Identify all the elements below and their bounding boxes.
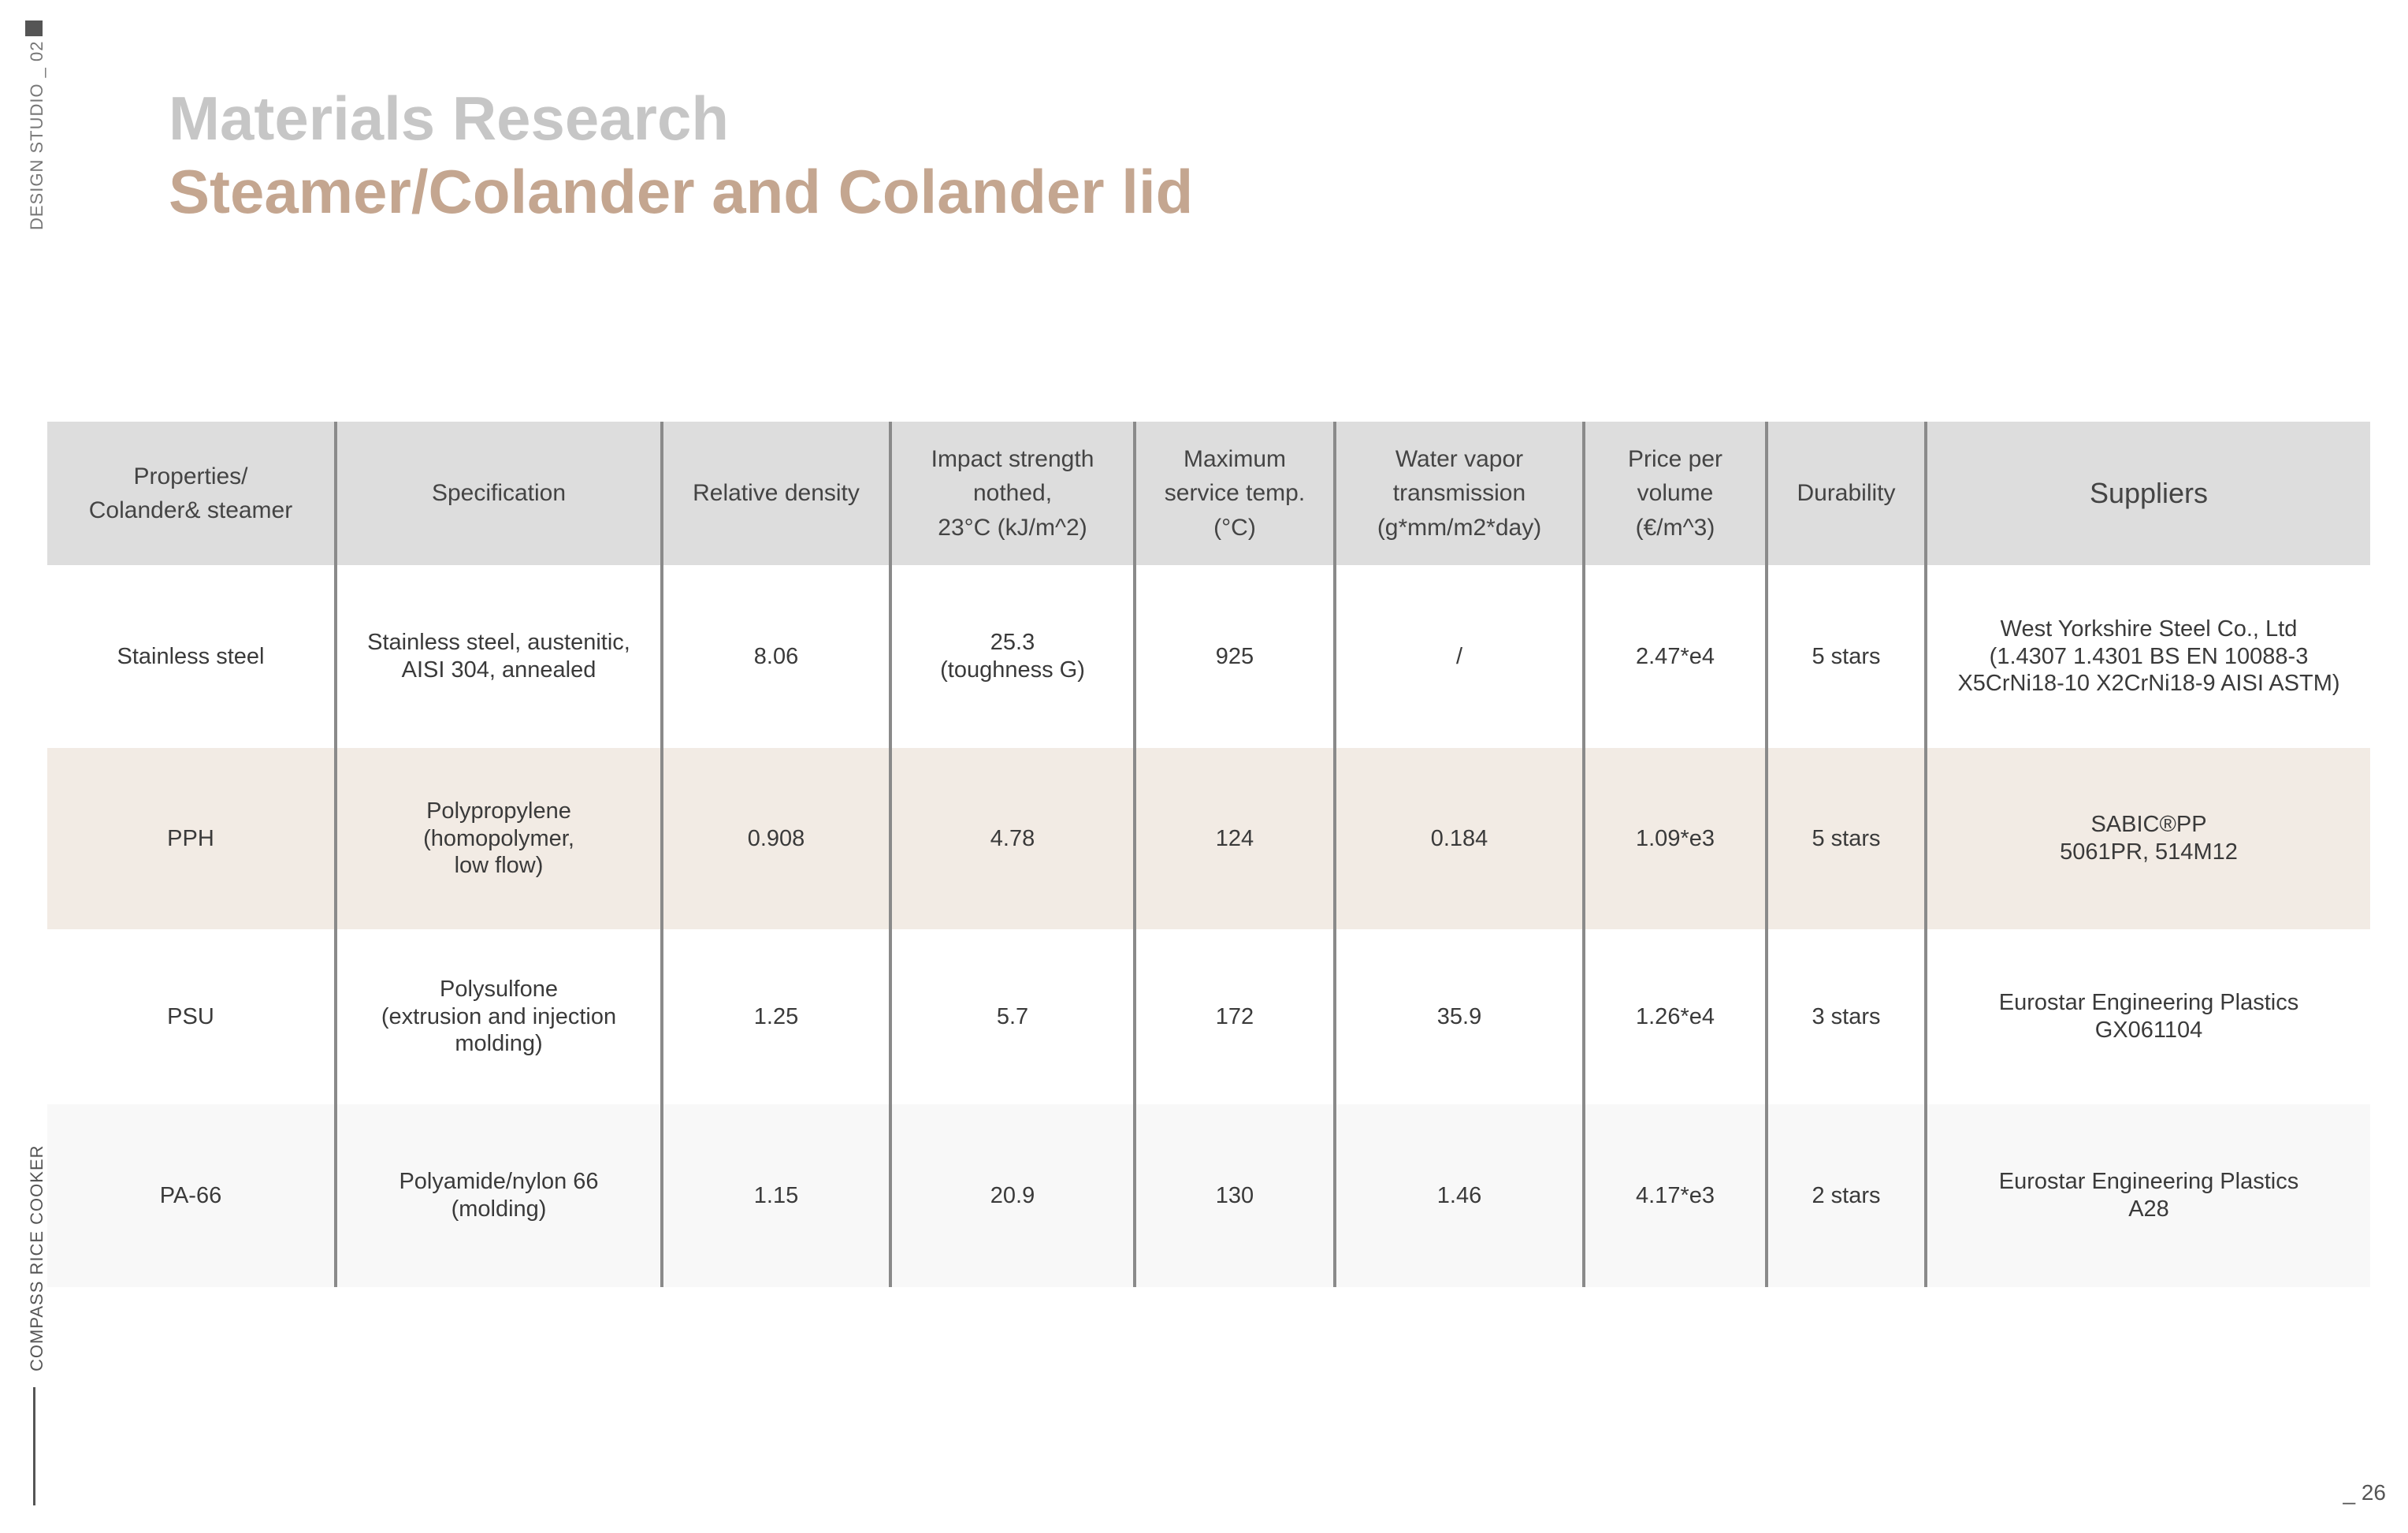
page-subtitle: Steamer/Colander and Colander lid	[169, 157, 1194, 226]
cell-density: 0.908	[660, 748, 890, 929]
cell-density: 8.06	[660, 565, 890, 748]
header-price-per-volume: Price per volume (€/m^3)	[1582, 422, 1767, 565]
cell-specification: Polysulfone (extrusion and injection mol…	[334, 929, 662, 1104]
table-header-row: Properties/ Colander& steamer Specificat…	[47, 422, 2370, 565]
cell-max-temp: 925	[1133, 565, 1335, 748]
header-impact-strength: Impact strength nothed, 23°C (kJ/m^2)	[889, 422, 1135, 565]
sidebar-bottom: COMPASS RICE COOKER	[16, 1143, 46, 1513]
cell-impact: 20.9	[889, 1104, 1135, 1287]
cell-water-vapor: 35.9	[1333, 929, 1584, 1104]
cell-water-vapor: /	[1333, 565, 1584, 748]
cell-durability: 5 stars	[1765, 565, 1926, 748]
page-number: _ 26	[2343, 1480, 2387, 1505]
sidebar-divider-line	[33, 1387, 35, 1505]
cell-impact: 4.78	[889, 748, 1135, 929]
cell-material: Stainless steel	[47, 565, 336, 748]
cell-impact: 5.7	[889, 929, 1135, 1104]
cell-water-vapor: 0.184	[1333, 748, 1584, 929]
cell-suppliers: West Yorkshire Steel Co., Ltd (1.4307 1.…	[1924, 565, 2370, 748]
cell-suppliers: Eurostar Engineering Plastics A28	[1924, 1104, 2370, 1287]
cell-max-temp: 124	[1133, 748, 1335, 929]
cell-material: PA-66	[47, 1104, 336, 1287]
header-relative-density: Relative density	[660, 422, 890, 565]
cell-price: 4.17*e3	[1582, 1104, 1767, 1287]
cell-suppliers: SABIC®PP 5061PR, 514M12	[1924, 748, 2370, 929]
materials-table: Properties/ Colander& steamer Specificat…	[47, 422, 2370, 1287]
table-row: PPH Polypropylene (homopolymer, low flow…	[47, 748, 2370, 929]
cell-price: 1.09*e3	[1582, 748, 1767, 929]
sidebar-bottom-label: COMPASS RICE COOKER	[27, 1144, 46, 1371]
cell-max-temp: 130	[1133, 1104, 1335, 1287]
cell-specification: Polypropylene (homopolymer, low flow)	[334, 748, 662, 929]
header-suppliers: Suppliers	[1924, 422, 2370, 565]
cell-impact: 25.3 (toughness G)	[889, 565, 1135, 748]
header-properties: Properties/ Colander& steamer	[47, 422, 336, 565]
table-row: PA-66 Polyamide/nylon 66 (molding) 1.15 …	[47, 1104, 2370, 1287]
sidebar-top-label: DESIGN STUDIO _ 02	[27, 40, 46, 230]
sidebar-top: DESIGN STUDIO _ 02	[16, 20, 46, 249]
cell-specification: Polyamide/nylon 66 (molding)	[334, 1104, 662, 1287]
cell-price: 2.47*e4	[1582, 565, 1767, 748]
cell-price: 1.26*e4	[1582, 929, 1767, 1104]
cell-durability: 3 stars	[1765, 929, 1926, 1104]
cell-density: 1.25	[660, 929, 890, 1104]
cell-specification: Stainless steel, austenitic, AISI 304, a…	[334, 565, 662, 748]
header-max-service-temp: Maximum service temp. (°C)	[1133, 422, 1335, 565]
cell-durability: 2 stars	[1765, 1104, 1926, 1287]
cell-durability: 5 stars	[1765, 748, 1926, 929]
cell-max-temp: 172	[1133, 929, 1335, 1104]
cell-suppliers: Eurostar Engineering Plastics GX061104	[1924, 929, 2370, 1104]
header-specification: Specification	[334, 422, 662, 565]
cell-material: PSU	[47, 929, 336, 1104]
cell-water-vapor: 1.46	[1333, 1104, 1584, 1287]
header-water-vapor: Water vapor transmission (g*mm/m2*day)	[1333, 422, 1584, 565]
cell-density: 1.15	[660, 1104, 890, 1287]
page-title: Materials Research	[169, 84, 730, 153]
header-durability: Durability	[1765, 422, 1926, 565]
cell-material: PPH	[47, 748, 336, 929]
table-row: Stainless steel Stainless steel, austeni…	[47, 565, 2370, 748]
sidebar-marker-square	[25, 20, 43, 36]
table-row: PSU Polysulfone (extrusion and injection…	[47, 929, 2370, 1104]
